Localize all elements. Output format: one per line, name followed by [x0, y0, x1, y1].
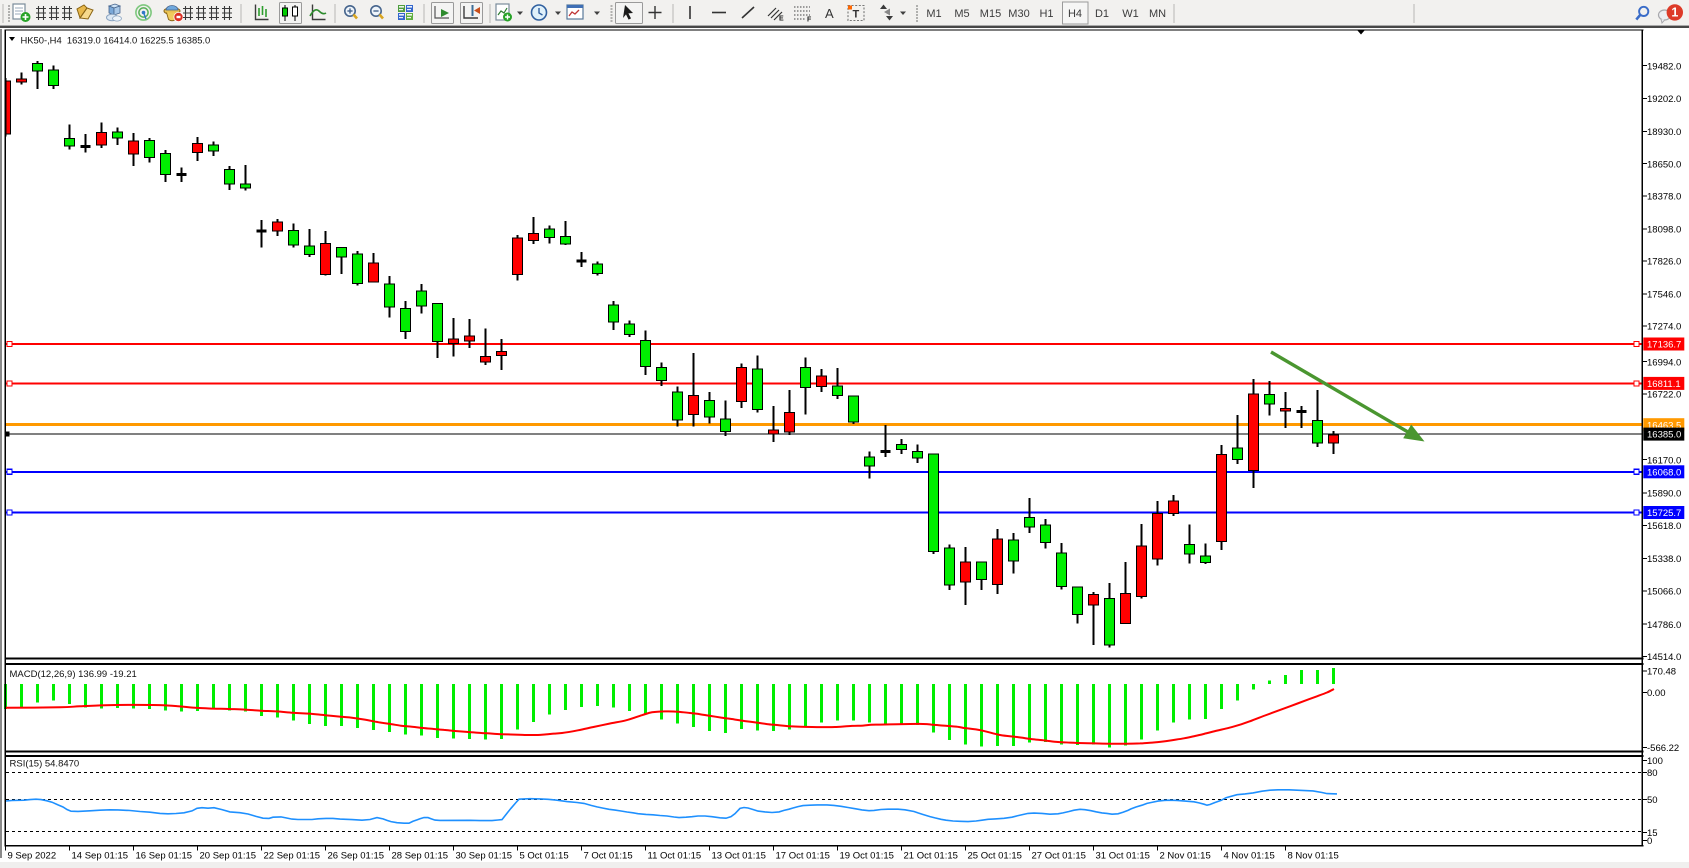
svg-text:0.00: 0.00 — [1647, 688, 1666, 699]
svg-text:16811.1: 16811.1 — [1647, 379, 1681, 390]
svg-text:30 Sep 01:15: 30 Sep 01:15 — [456, 851, 513, 862]
svg-text:T: T — [853, 9, 860, 21]
svg-text:7 Oct 01:15: 7 Oct 01:15 — [584, 851, 633, 862]
svg-text:18930.0: 18930.0 — [1647, 127, 1681, 138]
svg-text:16068.0: 16068.0 — [1647, 467, 1681, 478]
svg-text:27 Oct 01:15: 27 Oct 01:15 — [1032, 851, 1086, 862]
svg-text:H4: H4 — [1068, 8, 1082, 20]
svg-text:17826.0: 17826.0 — [1647, 257, 1681, 268]
svg-text:5 Oct 01:15: 5 Oct 01:15 — [520, 851, 569, 862]
svg-text:14514.0: 14514.0 — [1647, 652, 1681, 663]
svg-text:15: 15 — [1647, 828, 1658, 839]
svg-text:1: 1 — [1671, 6, 1678, 20]
svg-text:W1: W1 — [1122, 8, 1139, 20]
svg-text:18098.0: 18098.0 — [1647, 224, 1681, 235]
svg-text:16170.0: 16170.0 — [1647, 455, 1681, 466]
svg-text:18650.0: 18650.0 — [1647, 159, 1681, 170]
svg-text:14786.0: 14786.0 — [1647, 620, 1681, 631]
svg-text:15890.0: 15890.0 — [1647, 489, 1681, 500]
svg-text:19202.0: 19202.0 — [1647, 94, 1681, 105]
svg-text:22 Sep 01:15: 22 Sep 01:15 — [264, 851, 321, 862]
svg-text:RSI(15) 54.8470: RSI(15) 54.8470 — [10, 759, 80, 770]
svg-text:100: 100 — [1647, 756, 1663, 767]
svg-text:15066.0: 15066.0 — [1647, 587, 1681, 598]
svg-text:17546.0: 17546.0 — [1647, 289, 1681, 300]
svg-text:2 Nov 01:15: 2 Nov 01:15 — [1160, 851, 1211, 862]
svg-text:HK50-,H4 16319.0 16414.0 1622: HK50-,H4 16319.0 16414.0 16225.5 16385.0 — [21, 35, 211, 46]
svg-text:15725.7: 15725.7 — [1647, 508, 1681, 519]
svg-text:50: 50 — [1647, 795, 1658, 806]
svg-text:17274.0: 17274.0 — [1647, 322, 1681, 333]
svg-text:M1: M1 — [926, 8, 941, 20]
svg-text:M15: M15 — [980, 8, 1001, 20]
svg-text:MN: MN — [1149, 8, 1166, 20]
svg-text:14 Sep 01:15: 14 Sep 01:15 — [72, 851, 129, 862]
svg-text:4 Nov 01:15: 4 Nov 01:15 — [1224, 851, 1275, 862]
svg-text:E: E — [779, 16, 784, 23]
svg-text:H1: H1 — [1039, 8, 1053, 20]
svg-text:17136.7: 17136.7 — [1647, 340, 1681, 351]
svg-text:M5: M5 — [954, 8, 969, 20]
svg-text:8 Nov 01:15: 8 Nov 01:15 — [1288, 851, 1339, 862]
svg-text:18378.0: 18378.0 — [1647, 192, 1681, 203]
svg-text:D1: D1 — [1095, 8, 1109, 20]
svg-text:16994.0: 16994.0 — [1647, 357, 1681, 368]
svg-text:26 Sep 01:15: 26 Sep 01:15 — [328, 851, 385, 862]
svg-text:11 Oct 01:15: 11 Oct 01:15 — [648, 851, 702, 862]
svg-text:16463.5: 16463.5 — [1647, 420, 1681, 431]
svg-text:16722.0: 16722.0 — [1647, 390, 1681, 401]
svg-text:20 Sep 01:15: 20 Sep 01:15 — [200, 851, 257, 862]
svg-text:19 Oct 01:15: 19 Oct 01:15 — [840, 851, 894, 862]
svg-text:16 Sep 01:15: 16 Sep 01:15 — [136, 851, 193, 862]
svg-text:170.48: 170.48 — [1647, 667, 1676, 678]
svg-text:25 Oct 01:15: 25 Oct 01:15 — [968, 851, 1022, 862]
svg-text:80: 80 — [1647, 768, 1658, 779]
svg-text:28 Sep 01:15: 28 Sep 01:15 — [392, 851, 449, 862]
svg-text:0: 0 — [1647, 836, 1652, 847]
svg-text:A: A — [825, 6, 834, 21]
svg-text:19482.0: 19482.0 — [1647, 61, 1681, 72]
svg-text:21 Oct 01:15: 21 Oct 01:15 — [904, 851, 958, 862]
svg-text:15618.0: 15618.0 — [1647, 521, 1681, 532]
svg-text:9 Sep 2022: 9 Sep 2022 — [8, 851, 57, 862]
svg-text:31 Oct 01:15: 31 Oct 01:15 — [1096, 851, 1150, 862]
svg-text:-566.22: -566.22 — [1647, 743, 1679, 754]
svg-text:MACD(12,26,9) 136.99 -19.21: MACD(12,26,9) 136.99 -19.21 — [10, 669, 137, 680]
svg-text:16385.0: 16385.0 — [1647, 430, 1681, 441]
svg-text:M30: M30 — [1008, 8, 1029, 20]
svg-text:17 Oct 01:15: 17 Oct 01:15 — [776, 851, 830, 862]
svg-text:13 Oct 01:15: 13 Oct 01:15 — [712, 851, 766, 862]
svg-text:15338.0: 15338.0 — [1647, 554, 1681, 565]
svg-text:F: F — [807, 17, 812, 24]
